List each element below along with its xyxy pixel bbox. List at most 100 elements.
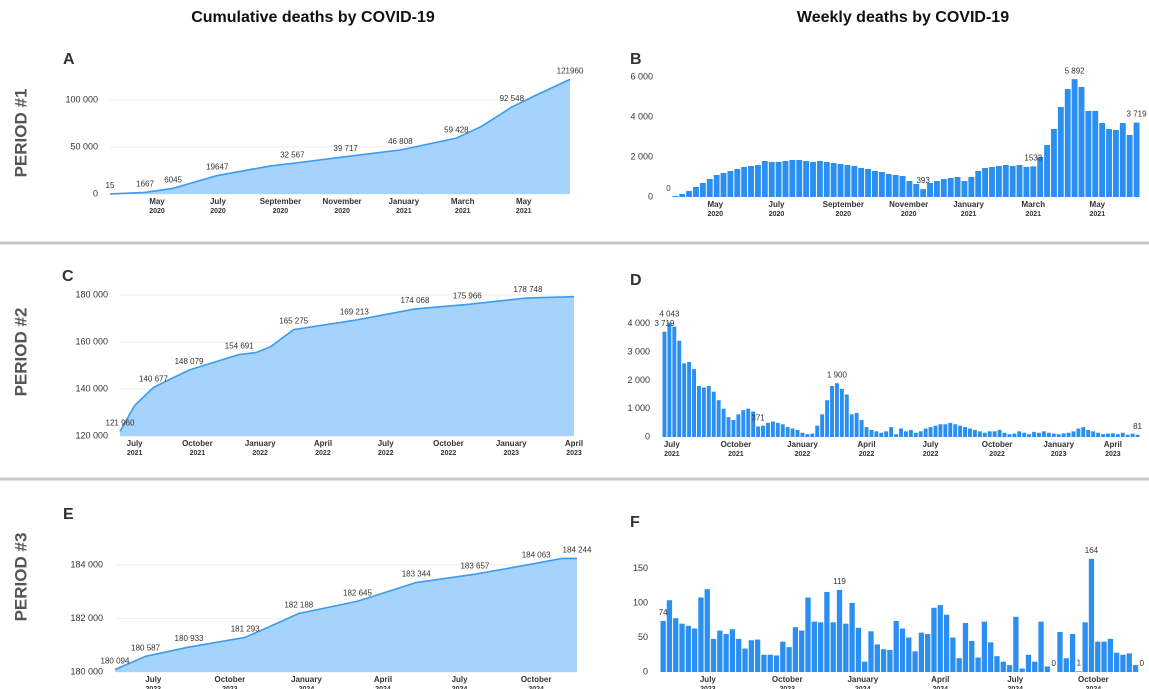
x-tick-year: 2024 (375, 686, 391, 689)
bar (839, 388, 844, 437)
bar (1119, 123, 1126, 197)
bar (940, 179, 947, 197)
bar (855, 627, 862, 672)
bar (723, 634, 729, 672)
x-tick-year: 2021 (664, 451, 680, 458)
bar (706, 179, 713, 197)
value-label: 393 (916, 176, 930, 185)
bar (662, 331, 667, 437)
bar (790, 428, 795, 437)
bar (968, 177, 975, 197)
bar (854, 412, 859, 437)
bar (720, 173, 727, 197)
bar (912, 651, 918, 672)
x-tick-year: 2022 (859, 451, 875, 458)
bar (679, 623, 685, 672)
bar (811, 621, 817, 672)
x-tick-label: October (521, 675, 552, 684)
x-tick-year: 2020 (149, 208, 165, 215)
bar (992, 431, 997, 437)
bar (693, 187, 699, 197)
bar (1056, 434, 1061, 437)
bar (770, 421, 775, 437)
panel-letter: D (630, 272, 642, 289)
x-tick-label: April (931, 675, 949, 684)
bar (899, 428, 903, 437)
x-tick-label: January (496, 439, 527, 448)
y-tick-label: 50 (638, 632, 648, 642)
x-tick-label: October (182, 439, 213, 448)
bar (887, 649, 893, 672)
bar (1095, 641, 1101, 672)
bar (682, 363, 687, 437)
bar (1041, 431, 1046, 437)
bar (1081, 427, 1086, 437)
bar (1115, 434, 1120, 437)
bar (1012, 433, 1017, 437)
bar (874, 644, 880, 672)
x-tick-label: October (1078, 675, 1109, 684)
value-label: 74 (659, 608, 668, 617)
value-label: 15 (106, 181, 115, 190)
value-label: 184 244 (563, 546, 592, 555)
bar (748, 640, 754, 672)
value-label: 182 645 (343, 588, 372, 597)
bar (1106, 433, 1110, 437)
x-tick-year: 2023 (145, 686, 161, 689)
bar (1126, 653, 1132, 672)
bar (1013, 616, 1019, 672)
bar (1133, 122, 1140, 197)
bar (928, 427, 933, 437)
bar (830, 622, 836, 672)
x-tick-label: April (1104, 440, 1122, 449)
bar (1027, 434, 1032, 437)
x-tick-label: September (260, 197, 301, 206)
x-tick-year: 2022 (441, 450, 457, 457)
bar (1063, 658, 1069, 672)
x-tick-year: 2024 (452, 686, 468, 689)
bar (727, 171, 734, 197)
bar (1044, 145, 1051, 197)
bar (859, 420, 864, 437)
y-tick-label: 100 (633, 597, 648, 607)
bar (729, 629, 736, 672)
area-line (109, 78, 571, 195)
y-tick-label: 180 000 (75, 289, 108, 299)
x-tick-year: 2021 (190, 450, 206, 457)
bar (686, 191, 693, 197)
bar (1076, 671, 1082, 672)
panel-letter: C (62, 268, 74, 285)
bar (792, 627, 799, 672)
x-tick-year: 2022 (989, 451, 1005, 458)
bar (1016, 165, 1023, 197)
bar (810, 162, 816, 197)
x-tick-label: January (291, 675, 322, 684)
bar (913, 184, 920, 197)
bar (742, 648, 748, 672)
bar (1009, 166, 1016, 197)
bar (1106, 129, 1112, 197)
bar (920, 189, 927, 197)
bar (751, 411, 756, 437)
bar (963, 427, 968, 437)
bar (748, 166, 754, 197)
value-label: 3 719 (654, 319, 675, 328)
bar (988, 642, 994, 672)
bar (773, 655, 780, 672)
x-tick-year: 2021 (1026, 211, 1042, 218)
bar (1135, 434, 1140, 437)
row-label: PERIOD #1 (11, 89, 30, 178)
bar (927, 183, 933, 197)
area-fill (110, 79, 570, 194)
bar (1130, 433, 1135, 437)
x-tick-year: 2022 (378, 450, 394, 457)
bar (736, 638, 742, 672)
x-tick-label: January (787, 440, 818, 449)
bar (741, 410, 746, 437)
bar (849, 414, 854, 437)
bar (761, 161, 768, 197)
bar (977, 431, 982, 437)
bar (1023, 167, 1030, 197)
bar (892, 175, 899, 197)
bar (961, 181, 968, 197)
